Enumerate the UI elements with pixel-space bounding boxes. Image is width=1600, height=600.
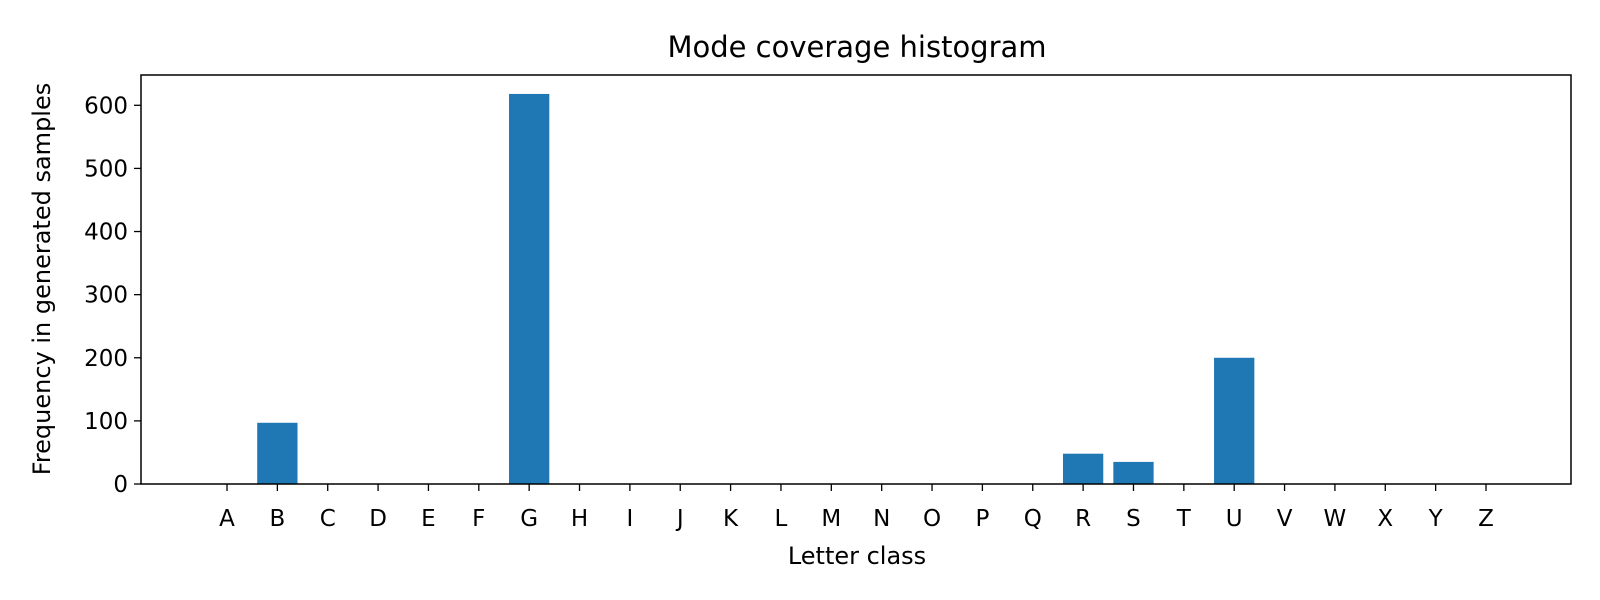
x-tick-label-o: O (923, 506, 941, 532)
y-tick-label-200: 200 (84, 346, 128, 372)
x-tick-label-b: B (269, 506, 285, 532)
bar-g (509, 93, 550, 485)
x-tick-label-y: Y (1428, 506, 1444, 532)
x-tick-label-g: G (520, 506, 538, 532)
x-tick-label-k: K (723, 506, 739, 532)
x-tick-label-r: R (1075, 506, 1091, 532)
bar-r (1062, 453, 1104, 484)
y-tick-label-400: 400 (84, 220, 128, 246)
x-tick-label-q: Q (1024, 506, 1042, 532)
y-tick-label-500: 500 (84, 156, 128, 182)
x-tick-label-w: W (1324, 506, 1347, 532)
y-tick-label-300: 300 (84, 283, 128, 309)
bar-u (1214, 357, 1255, 484)
bar-b (257, 422, 298, 484)
x-axis-label: Letter class (788, 542, 926, 570)
x-tick-label-d: D (369, 506, 387, 532)
y-tick-label-100: 100 (84, 409, 128, 435)
x-tick-label-e: E (421, 506, 436, 532)
x-tick-label-v: V (1277, 506, 1293, 532)
x-tick-label-u: U (1226, 506, 1243, 532)
x-tick-label-m: M (821, 506, 841, 532)
x-tick-label-p: P (975, 506, 989, 532)
x-tick-label-n: N (873, 506, 890, 532)
x-tick-label-s: S (1126, 506, 1141, 532)
bar-s (1113, 461, 1154, 484)
x-tick-label-z: Z (1478, 506, 1494, 532)
x-tick-label-h: H (571, 506, 588, 532)
x-tick-label-j: J (675, 506, 684, 532)
x-tick-label-x: X (1377, 506, 1393, 532)
y-axis-label: Frequency in generated samples (28, 83, 56, 475)
x-tick-label-i: I (626, 506, 633, 532)
x-tick-label-a: A (219, 506, 235, 532)
x-tick-label-c: C (320, 506, 336, 532)
bars-group (257, 93, 1255, 485)
x-tick-label-f: F (472, 506, 485, 532)
y-axis-ticks: 0 100 200 300 400 500 600 (84, 93, 141, 498)
x-tick-label-l: L (775, 506, 788, 532)
y-tick-label-0: 0 (113, 472, 128, 498)
plot-frame (140, 74, 1572, 485)
chart-title: Mode coverage histogram (667, 30, 1046, 64)
y-tick-label-600: 600 (84, 93, 128, 119)
x-tick-label-t: T (1176, 506, 1192, 532)
x-axis-ticks: A B C D E F G H I J K L M N O P Q R S T U V W X Y Z (219, 484, 1494, 532)
